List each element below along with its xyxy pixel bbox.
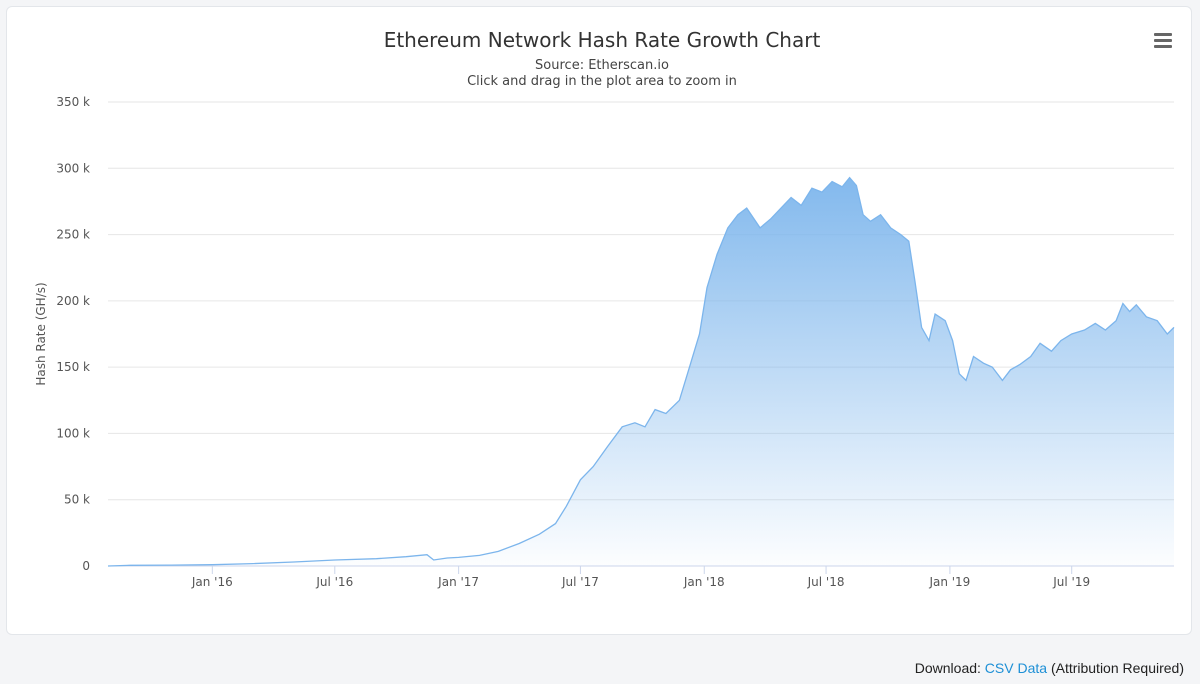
x-tick-label: Jul '17 <box>561 575 599 589</box>
x-tick-label: Jul '18 <box>807 575 845 589</box>
x-tick-label: Jan '19 <box>928 575 970 589</box>
hamburger-menu-icon[interactable] <box>1150 30 1176 54</box>
y-tick-label: 50 k <box>64 493 90 507</box>
y-tick-label: 350 k <box>56 95 90 109</box>
chart-subtitle-source: Source: Etherscan.io <box>535 58 669 73</box>
chart-svg[interactable]: Ethereum Network Hash Rate Growth Chart … <box>0 0 1200 640</box>
y-axis-label: Hash Rate (GH/s) <box>34 282 48 385</box>
y-tick-label: 200 k <box>56 294 90 308</box>
attribution-note: (Attribution Required) <box>1050 660 1184 676</box>
x-tick-label: Jan '17 <box>437 575 479 589</box>
csv-data-link[interactable]: CSV Data <box>984 660 1048 676</box>
y-tick-label: 250 k <box>56 228 90 242</box>
y-tick-label: 0 <box>82 559 90 573</box>
series-area <box>108 177 1174 566</box>
x-tick-label: Jan '18 <box>683 575 725 589</box>
x-tick-label: Jul '19 <box>1052 575 1090 589</box>
x-tick-label: Jul '16 <box>315 575 353 589</box>
y-axis-ticks: 0 50 k 100 k 150 k 200 k 250 k 300 k 350 k <box>56 95 90 573</box>
download-prefix: Download: <box>914 660 981 676</box>
x-tick-label: Jan '16 <box>191 575 233 589</box>
series-line <box>107 176 1175 567</box>
x-axis-ticks: Jan '16 Jul '16 Jan '17 Jul '17 Jan '18 Jul '… <box>191 566 1090 589</box>
chart-subtitle-zoom-hint: Click and drag in the plot area to zoom … <box>467 74 737 89</box>
y-tick-label: 100 k <box>56 426 90 440</box>
y-tick-label: 300 k <box>56 161 90 175</box>
plot-area[interactable] <box>107 176 1175 567</box>
y-tick-label: 150 k <box>56 360 90 374</box>
download-footer: Download: CSV Data (Attribution Required… <box>915 660 1184 676</box>
chart-title: Ethereum Network Hash Rate Growth Chart <box>384 28 821 52</box>
